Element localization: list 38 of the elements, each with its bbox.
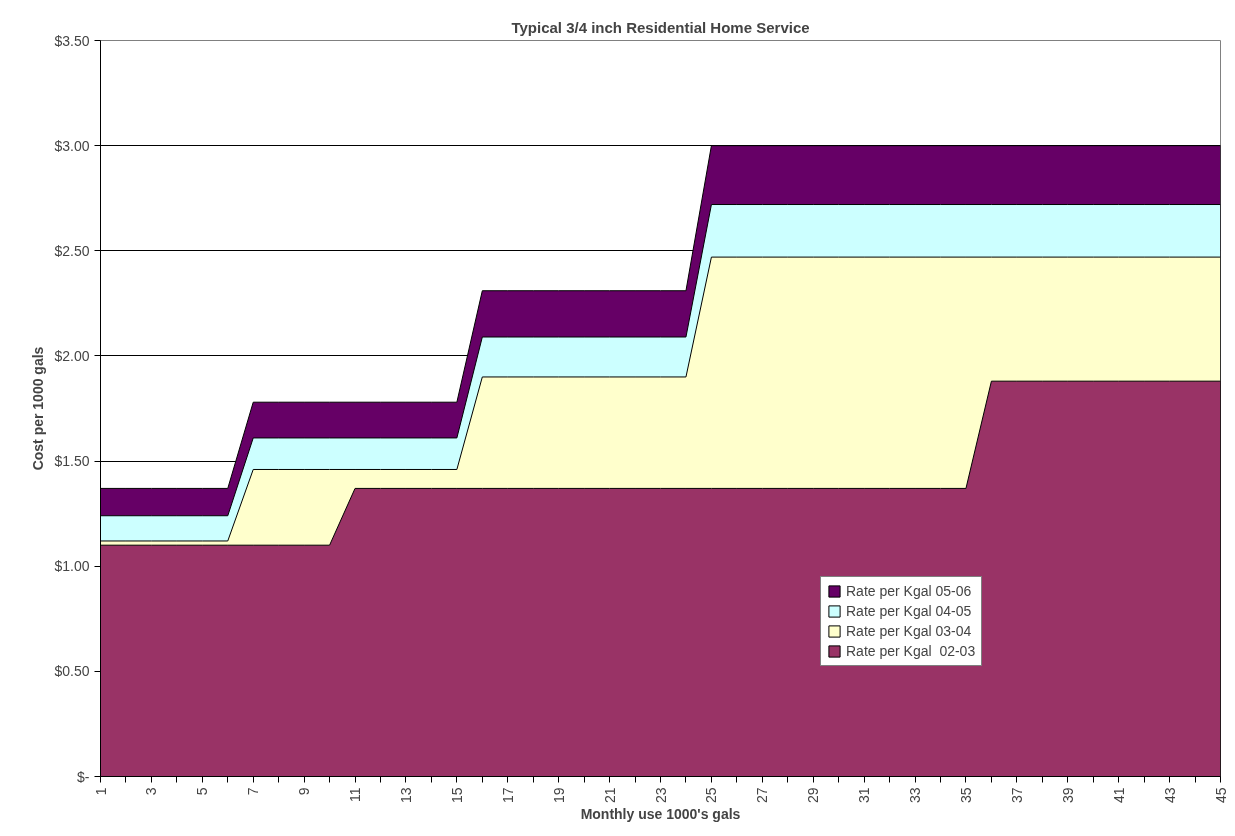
x-tick-label: 19 <box>550 787 567 804</box>
y-tick-label: $- <box>77 768 90 785</box>
x-tick-label: 13 <box>397 787 414 804</box>
y-tick-label: $2.50 <box>54 242 90 259</box>
x-tick-label: 21 <box>601 787 618 804</box>
x-tick-label: 33 <box>907 787 924 804</box>
x-tick-label: 29 <box>805 787 822 804</box>
x-tick-label: 15 <box>448 787 465 804</box>
x-tick-label: 9 <box>296 787 313 796</box>
y-tick-label: $0.50 <box>54 663 90 680</box>
x-tick-label: 37 <box>1008 787 1025 804</box>
x-tick-label: 7 <box>245 787 262 796</box>
legend-label: Rate per Kgal 02-03 <box>846 643 976 659</box>
x-tick-label: 45 <box>1212 787 1229 804</box>
y-tick-label: $1.00 <box>54 558 90 575</box>
x-tick-label: 25 <box>703 787 720 804</box>
x-tick-label: 23 <box>652 787 669 804</box>
x-tick-label: 39 <box>1059 787 1076 804</box>
x-tick-label: 17 <box>499 787 516 804</box>
x-tick-label: 11 <box>347 787 364 803</box>
y-axis-title: Cost per 1000 gals <box>30 346 47 471</box>
x-tick-label: 5 <box>194 787 211 796</box>
x-tick-label: 3 <box>143 787 160 796</box>
y-tick-label: $3.50 <box>54 32 90 49</box>
legend-label: Rate per Kgal 05-06 <box>846 583 972 599</box>
x-tick-label: 31 <box>856 787 873 804</box>
y-tick-label: $3.00 <box>54 137 90 154</box>
x-tick-label: 35 <box>957 787 974 804</box>
legend-label: Rate per Kgal 03-04 <box>846 623 972 639</box>
x-tick-label: 1 <box>92 787 109 796</box>
y-tick-label: $2.00 <box>54 347 90 364</box>
legend-label: Rate per Kgal 04-05 <box>846 603 972 619</box>
x-tick-label: 43 <box>1161 787 1178 804</box>
x-tick-label: 41 <box>1110 787 1127 804</box>
x-tick-label: 27 <box>754 787 771 804</box>
y-tick-label: $1.50 <box>54 453 90 470</box>
chart-title: Typical 3/4 inch Residential Home Service <box>511 18 810 36</box>
x-axis-title: Monthly use 1000's gals <box>580 806 741 823</box>
